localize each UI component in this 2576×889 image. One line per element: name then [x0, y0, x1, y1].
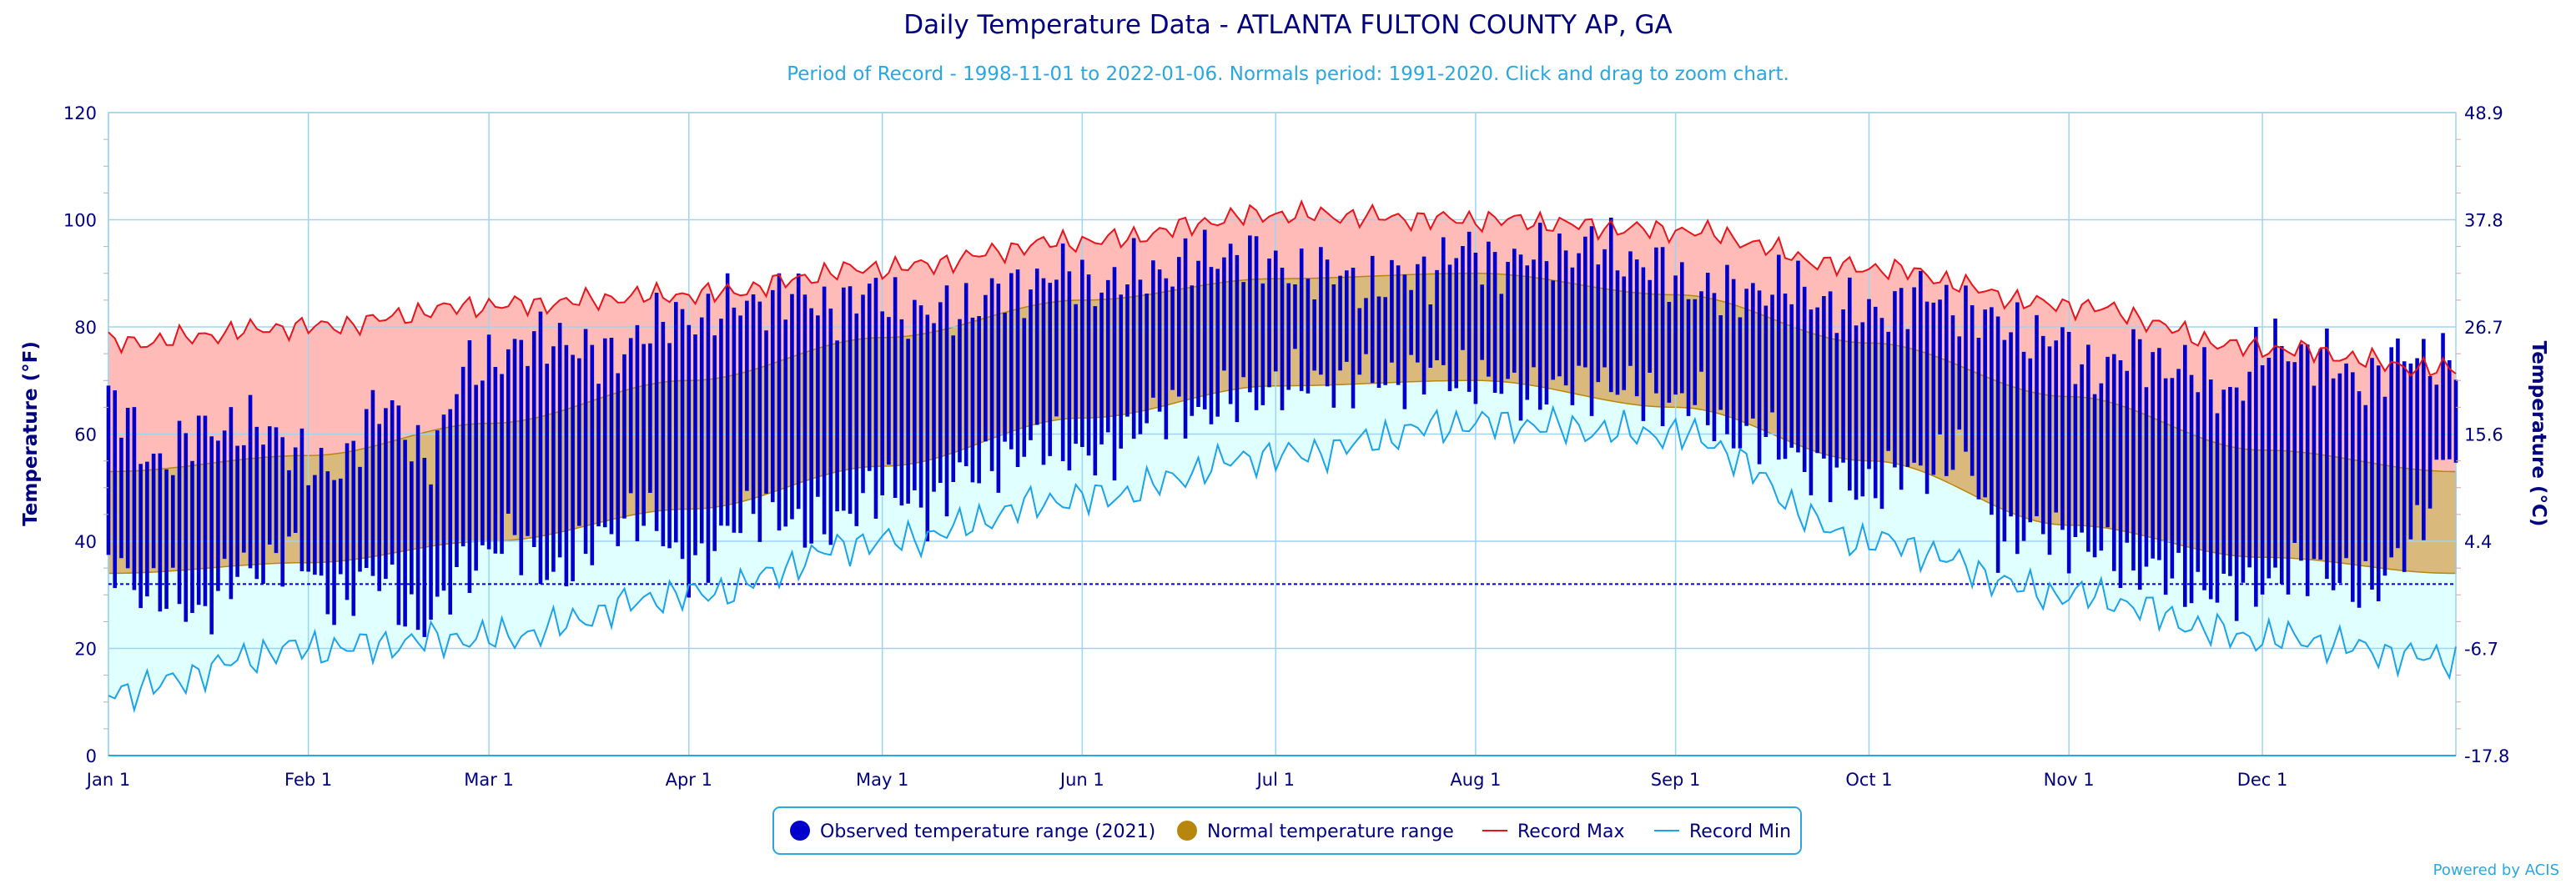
legend-item-label[interactable]: Record Max — [1517, 821, 1625, 842]
x-tick-label: Aug 1 — [1450, 770, 1501, 790]
record-min-line — [108, 404, 2457, 714]
y-tick-label-left: 60 — [74, 425, 97, 445]
legend-item-label[interactable]: Observed temperature range (2021) — [820, 821, 1155, 842]
legend-item-label[interactable]: Record Min — [1689, 821, 1791, 842]
y-tick-label-left: 40 — [74, 532, 97, 552]
y-tick-label-left: 20 — [74, 640, 97, 660]
y-tick-label-right: 26.7 — [2464, 318, 2503, 338]
x-tick-label: Oct 1 — [1845, 770, 1892, 790]
x-tick-label: Feb 1 — [284, 770, 332, 790]
x-tick-label: Dec 1 — [2237, 770, 2288, 790]
observed-bars — [106, 217, 2458, 637]
y-tick-label-left: 0 — [86, 746, 97, 766]
x-tick-label: Apr 1 — [666, 770, 712, 790]
chart-title: Daily Temperature Data - ATLANTA FULTON … — [903, 10, 1673, 40]
y-tick-label-right: 4.4 — [2464, 532, 2492, 552]
chart-axes: 0 20 40 60 80 100 120 -17.8 -6.7 4.4 15.6 26.7 37.8 4… — [63, 103, 2509, 790]
legend-marker — [790, 821, 810, 841]
y-tick-label-left: 120 — [63, 103, 97, 123]
x-tick-label: Jul 1 — [1255, 770, 1295, 790]
x-tick-label: Jan 1 — [85, 770, 130, 790]
x-tick-label: Jun 1 — [1059, 770, 1104, 790]
y-tick-label-right: -17.8 — [2464, 746, 2509, 766]
record-max-line — [108, 198, 2457, 377]
y-tick-label-right: 37.8 — [2464, 211, 2503, 231]
legend-item-label[interactable]: Normal temperature range — [1207, 821, 1454, 842]
powered-by-link[interactable]: Powered by ACIS — [2433, 861, 2559, 879]
y-tick-label-left: 80 — [74, 318, 97, 338]
chart-subtitle: Period of Record - 1998-11-01 to 2022-01… — [787, 63, 1789, 85]
record-lines — [108, 198, 2457, 714]
legend-marker — [1177, 821, 1197, 841]
y-tick-label-right: -6.7 — [2464, 640, 2498, 660]
x-tick-label: May 1 — [856, 770, 908, 790]
y-axis-title-right: Temperature (°C) — [2528, 341, 2549, 527]
x-tick-label: Mar 1 — [464, 770, 514, 790]
y-tick-label-right: 15.6 — [2464, 425, 2503, 445]
chart-legend[interactable]: Observed temperature range (2021) Normal … — [772, 806, 1802, 855]
y-tick-label-right: 48.9 — [2464, 103, 2503, 123]
y-tick-label-left: 100 — [63, 211, 97, 231]
y-axis-title-left: Temperature (°F) — [20, 341, 42, 526]
chart-grid — [108, 112, 2457, 756]
x-tick-label: Nov 1 — [2044, 770, 2095, 790]
x-tick-label: Sep 1 — [1651, 770, 1701, 790]
